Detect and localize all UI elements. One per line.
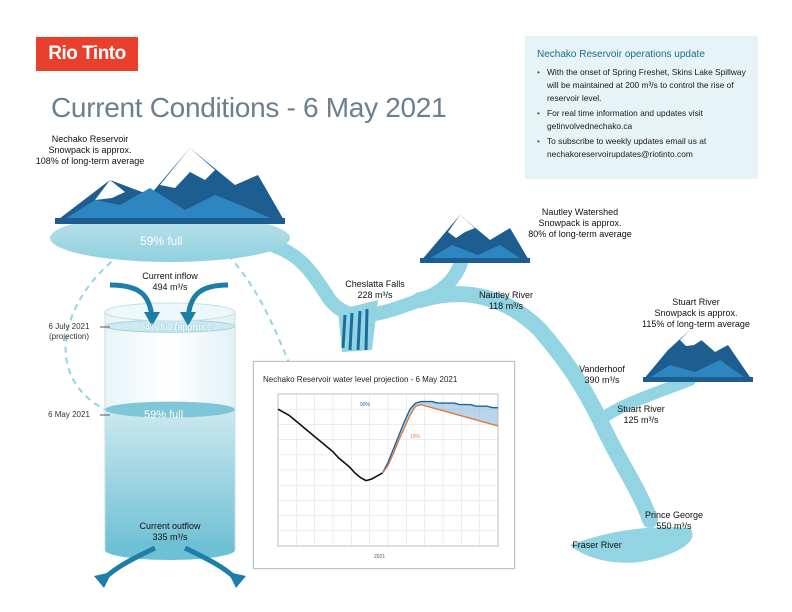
reservoir-info: Nechako Reservoir Snowpack is approx. 10…	[30, 134, 150, 167]
update-link-text[interactable]: For real time information and updates vi…	[547, 108, 703, 131]
nautley-river-name: Nautley River	[478, 290, 534, 300]
stuart-mountains	[643, 330, 753, 382]
operations-update-panel: Nechako Reservoir operations update • Wit…	[525, 36, 758, 179]
vanderhoof-flow: 390 m³/s	[584, 375, 620, 385]
vanderhoof-name: Vanderhoof	[579, 364, 625, 374]
inflow-arrowhead-left	[144, 312, 160, 326]
stuart-watershed-info: Stuart River Snowpack is approx. 115% of…	[636, 297, 756, 330]
bullet-icon: •	[537, 67, 540, 77]
chart-plot-frame	[277, 393, 499, 547]
stuart-ws-line2: 115% of long-term average	[642, 319, 750, 329]
chart-legend-10: 10%	[410, 434, 421, 440]
current-level-label: 59% full	[144, 409, 184, 421]
outflow-label: Current outflow	[139, 521, 201, 531]
reservoir-lake	[50, 214, 290, 262]
update-list: • With the onset of Spring Freshet, Skins…	[537, 66, 752, 163]
outflow-arrowhead-left	[94, 572, 112, 588]
chart-title: Nechako Reservoir water level projection…	[263, 375, 458, 384]
nautley-watershed-info: Nautley Watershed Snowpack is approx. 80…	[520, 207, 640, 240]
nautley-ws-line2: 80% of long-term average	[528, 229, 632, 239]
nautley-ws-name: Nautley Watershed	[541, 207, 619, 217]
update-email-text[interactable]: To subscribe to weekly updates email us …	[547, 136, 707, 159]
nautley-river-flow: 118 m³/s	[488, 301, 524, 311]
reservoir-tank	[104, 302, 236, 560]
page-title: Current Conditions - 6 May 2021	[51, 92, 447, 123]
chart-series-90-line	[381, 400, 498, 474]
bullet-icon: •	[537, 108, 540, 118]
chart-projection-band	[382, 401, 498, 474]
inflow-label: Current inflow	[142, 271, 198, 281]
rio-tinto-logo: Rio Tinto	[36, 37, 138, 71]
reservoir-snowpack-line1: Snowpack is approx.	[48, 145, 132, 155]
nautley-ws-line1: Snowpack is approx.	[538, 218, 622, 228]
chart-series-actual-line	[277, 408, 383, 482]
outflow-info: Current outflow 335 m³/s	[118, 521, 222, 543]
update-item: • With the onset of Spring Freshet, Skins…	[537, 66, 752, 105]
chart-legend-90: 90%	[360, 402, 371, 408]
stuart-ws-name: Stuart River	[672, 297, 720, 307]
outflow-value: 335 m³/s	[152, 532, 188, 542]
projection-date: 6 July 2021	[48, 322, 90, 331]
fraser-river-shape	[570, 527, 693, 563]
cheslatta-falls	[338, 300, 378, 352]
bullet-icon: •	[537, 136, 540, 146]
update-text: With the onset of Spring Freshet, Skins …	[547, 67, 746, 103]
projection-note: (projection)	[48, 332, 89, 341]
inflow-info: Current inflow 494 m³/s	[120, 271, 220, 293]
vanderhoof-info: Vanderhoof 390 m³/s	[570, 364, 634, 386]
stuart-ws-line1: Snowpack is approx.	[654, 308, 738, 318]
inflow-arrowhead-right	[180, 312, 196, 326]
panel-heading: Nechako Reservoir operations update	[537, 49, 705, 60]
reservoir-name: Nechako Reservoir	[51, 134, 129, 144]
inflow-value: 494 m³/s	[152, 282, 188, 292]
update-item: • To subscribe to weekly updates email us…	[537, 135, 752, 161]
outflow-arrowhead-right	[228, 572, 246, 588]
current-date: 6 May 2021	[48, 410, 90, 419]
fraser-river-label: Fraser River	[572, 540, 622, 550]
stuart-river-flow: 125 m³/s	[623, 415, 659, 425]
stuart-river-info: Stuart River 125 m³/s	[608, 404, 674, 426]
water-level-chart: Nechako Reservoir water level projection…	[253, 361, 515, 569]
chart-plot: 90% 10%	[277, 393, 499, 547]
prince-george-flow: 550 m³/s	[656, 521, 692, 531]
reservoir-mountains	[55, 148, 285, 224]
chart-series-10-line	[381, 403, 499, 474]
reservoir-snowpack-line2: 108% of long-term average	[35, 156, 145, 166]
cheslatta-name: Cheslatta Falls	[345, 279, 405, 289]
cheslatta-info: Cheslatta Falls 228 m³/s	[335, 279, 415, 301]
chart-x-label: 2021	[374, 554, 386, 560]
nautley-river-info: Nautley River 118 m³/s	[468, 290, 544, 312]
projection-level-label: 94% full (approx.)	[140, 322, 211, 332]
projection-info: 6 July 2021 (projection)	[40, 322, 98, 342]
inflow-arrows	[109, 282, 229, 319]
cheslatta-flow: 228 m³/s	[357, 290, 393, 300]
prince-george-info: Prince George 550 m³/s	[636, 510, 712, 532]
nautley-mountains	[420, 215, 530, 263]
update-item: • For real time information and updates v…	[537, 107, 752, 133]
reservoir-lake-label: 59% full	[140, 234, 183, 248]
dashed-connectors	[64, 254, 291, 413]
prince-george-name: Prince George	[644, 510, 704, 520]
stuart-river-name: Stuart River	[617, 404, 665, 414]
